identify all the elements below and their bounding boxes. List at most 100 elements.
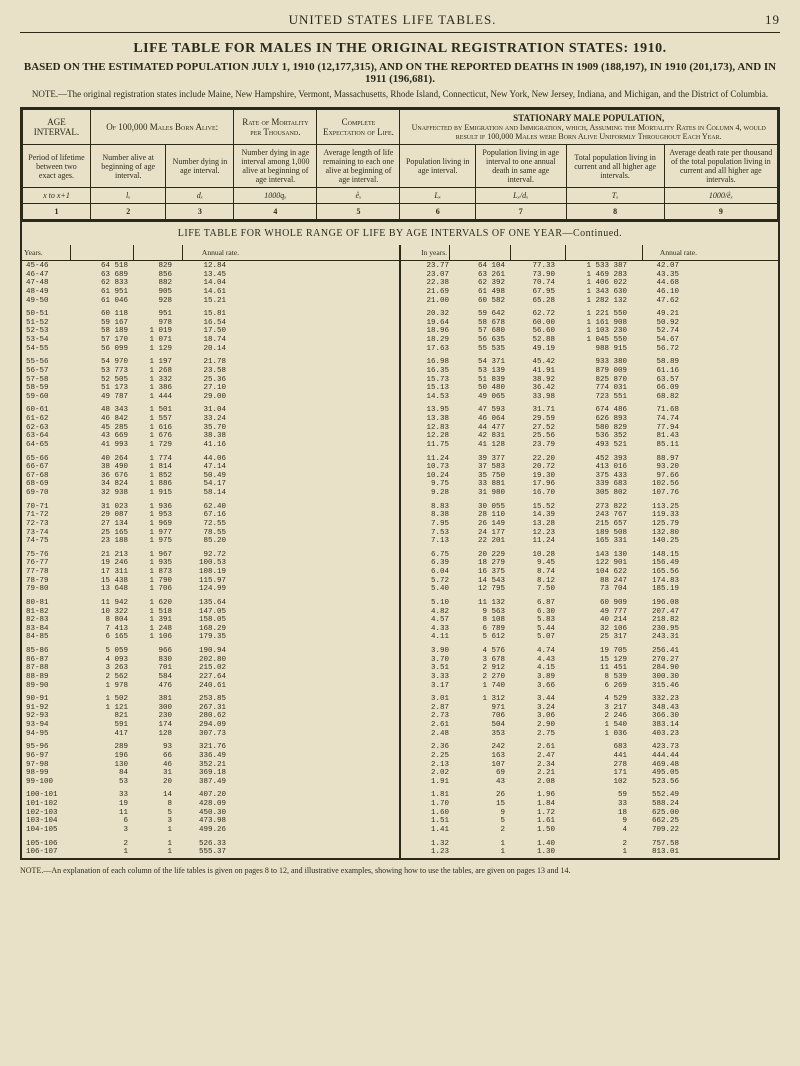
table-row: 45-4664 51882912.84 — [26, 262, 395, 271]
table-row: 3.171 7403.666 269315.46 — [405, 682, 774, 691]
table-row: 3.703 6784.4315 129270.27 — [405, 656, 774, 665]
table-row: 82-838 8041 391158.05 — [26, 616, 395, 625]
running-head-title: UNITED STATES LIFE TABLES. — [289, 12, 497, 28]
table-row: 62-6345 2851 61635.70 — [26, 424, 395, 433]
table-row: 2.251632.47441444.44 — [405, 752, 774, 761]
table-row: 2.737063.062 246366.30 — [405, 712, 774, 721]
table-row: 48-4961 95190514.61 — [26, 288, 395, 297]
table-row: 98-998431369.18 — [26, 769, 395, 778]
table-row: 91-921 121300267.31 — [26, 704, 395, 713]
right-head: In years. Annual rate. — [401, 245, 778, 261]
table-row: 7.1322 20111.24165 331140.25 — [405, 537, 774, 546]
table-row: 2.879713.243 217348.43 — [405, 704, 774, 713]
data-block: 65-6640 2641 77444.0666-6738 4901 81447.… — [22, 454, 399, 499]
data-block: 16.9854 37145.42933 38058.8916.3553 1394… — [401, 357, 778, 402]
num-4: 5 — [317, 204, 400, 220]
table-row: 103-10463473.98 — [26, 817, 395, 826]
sym-4: e̊ₓ — [317, 188, 400, 204]
table-row: 64-6541 9931 72941.16 — [26, 441, 395, 450]
table-row: 95-9628993321.76 — [26, 743, 395, 752]
table-row: 90-911 502381253.85 — [26, 695, 395, 704]
table-row: 74-7523 1881 97585.20 — [26, 537, 395, 546]
table-row: 86-874 093830202.80 — [26, 656, 395, 665]
rh-years: In years. — [401, 245, 450, 260]
data-block: 1.3211.402757.581.2311.301813.01 — [401, 839, 778, 858]
num-3: 4 — [234, 204, 317, 220]
rule — [20, 32, 780, 33]
table-row: 17.6355 53549.19988 91556.72 — [405, 345, 774, 354]
data-block: 85-865 059966190.9486-874 093830202.8087… — [22, 646, 399, 691]
data-block: 80-8111 9421 620135.6481-8210 3221 51814… — [22, 598, 399, 643]
table-row: 79-8013 6481 706124.99 — [26, 585, 395, 594]
table-row: 1.4121.504709.22 — [405, 826, 774, 835]
num-7: 8 — [566, 204, 664, 220]
table-row: 14.5349 06533.98723 55168.82 — [405, 393, 774, 402]
sub-3: Number dying in age interval among 1,000… — [234, 145, 317, 188]
table-row: 92-93821230280.62 — [26, 712, 395, 721]
table-row: 102-103115450.30 — [26, 809, 395, 818]
lh-years: Years. — [22, 245, 71, 260]
table-row: 63-6443 6691 67638.38 — [26, 432, 395, 441]
num-1: 2 — [90, 204, 166, 220]
data-block: 8.8330 05515.52273 822113.258.3828 11014… — [401, 502, 778, 547]
num-5: 6 — [400, 204, 476, 220]
table-row: 6.3918 2799.45122 901156.49 — [405, 559, 774, 568]
table-row: 55-5654 9701 19721.78 — [26, 358, 395, 367]
table-row: 21.0060 58265.281 282 13247.62 — [405, 297, 774, 306]
num-8: 9 — [664, 204, 777, 220]
hdr-stationary-title: STATIONARY MALE POPULATION, — [404, 113, 773, 123]
table-row: 5.7214 5438.1288 247174.83 — [405, 577, 774, 586]
table-row: 16.9854 37145.42933 38058.89 — [405, 358, 774, 367]
table-row: 51-5259 16797816.54 — [26, 319, 395, 328]
table-row: 73-7425 1651 97778.55 — [26, 529, 395, 538]
table-row: 22.3862 39270.741 406 02244.68 — [405, 279, 774, 288]
data-table: Years. Annual rate. 45-4664 51882912.844… — [20, 245, 780, 860]
table-row: 11.7541 12823.79493 52185.11 — [405, 441, 774, 450]
table-row: 18.2956 63552.881 045 55054.67 — [405, 336, 774, 345]
num-6: 7 — [475, 204, 566, 220]
table-row: 11.2439 37722.20452 39388.97 — [405, 455, 774, 464]
table-row: 76-7719 2461 935100.53 — [26, 559, 395, 568]
hdr-mortality: Rate of Mortality per Thousand. — [234, 110, 317, 145]
table-row: 3.904 5764.7419 705256.41 — [405, 647, 774, 656]
table-row: 65-6640 2641 77444.06 — [26, 455, 395, 464]
table-row: 71-7229 0871 95367.16 — [26, 511, 395, 520]
sub-0: Period of lifetime between two exact age… — [23, 145, 91, 188]
table-row: 9.7533 88117.96339 683102.56 — [405, 480, 774, 489]
data-block: 60-6148 3431 50131.0461-6246 8421 55733.… — [22, 405, 399, 450]
data-block: 23.7764 10477.331 533 38742.0723.0763 26… — [401, 261, 778, 306]
table-row: 10.2435 75019.30375 43397.66 — [405, 472, 774, 481]
left-head: Years. Annual rate. — [22, 245, 399, 261]
table-row: 9.2831 98016.70305 802107.76 — [405, 489, 774, 498]
table-row: 18.9657 68056.601 103 23052.74 — [405, 327, 774, 336]
num-0: 1 — [23, 204, 91, 220]
mid-heading: LIFE TABLE FOR WHOLE RANGE OF LIFE BY AG… — [20, 222, 780, 245]
page-number: 19 — [765, 12, 780, 28]
table-row: 23.7764 10477.331 533 38742.07 — [405, 262, 774, 271]
data-block: 100-1013314407.20101-102198428.09102-103… — [22, 790, 399, 835]
table-row: 94-95417128307.73 — [26, 730, 395, 739]
sub-7: Total population living in current and a… — [566, 145, 664, 188]
table-row: 5.4012 7957.5073 704185.19 — [405, 585, 774, 594]
table-row: 59-6049 7871 44429.00 — [26, 393, 395, 402]
sub-2: Number dying in age interval. — [166, 145, 234, 188]
table-row: 54-5556 0991 12920.14 — [26, 345, 395, 354]
data-block: 55-5654 9701 19721.7856-5753 7731 26823.… — [22, 357, 399, 402]
table-row: 89-901 978476240.61 — [26, 682, 395, 691]
table-row: 61-6246 8421 55733.24 — [26, 415, 395, 424]
title-main: LIFE TABLE FOR MALES IN THE ORIGINAL REG… — [20, 41, 780, 57]
table-row: 21.6961 49867.951 343 63046.10 — [405, 288, 774, 297]
data-block: 6.7520 22910.28143 130148.156.3918 2799.… — [401, 550, 778, 595]
table-row: 50-5160 11895115.81 — [26, 310, 395, 319]
data-block: 2.362422.61683423.732.251632.47441444.44… — [401, 742, 778, 787]
title-sub: BASED ON THE ESTIMATED POPULATION JULY 1… — [20, 61, 780, 85]
data-block: 20.3259 64262.721 221 55049.2119.6458 67… — [401, 309, 778, 354]
table-row: 3.011 3123.444 529332.23 — [405, 695, 774, 704]
table-row: 6.0416 3758.74104 622165.56 — [405, 568, 774, 577]
table-row: 57-5852 5051 33225.36 — [26, 376, 395, 385]
data-block: 3.904 5764.7419 705256.413.703 6784.4315… — [401, 646, 778, 691]
table-row: 15.1350 48036.42774 03166.09 — [405, 384, 774, 393]
table-row: 46-4763 68985613.45 — [26, 271, 395, 280]
data-block: 50-5160 11895115.8151-5259 16797816.5452… — [22, 309, 399, 354]
data-block: 95-9628993321.7696-9719666336.4997-98130… — [22, 742, 399, 787]
